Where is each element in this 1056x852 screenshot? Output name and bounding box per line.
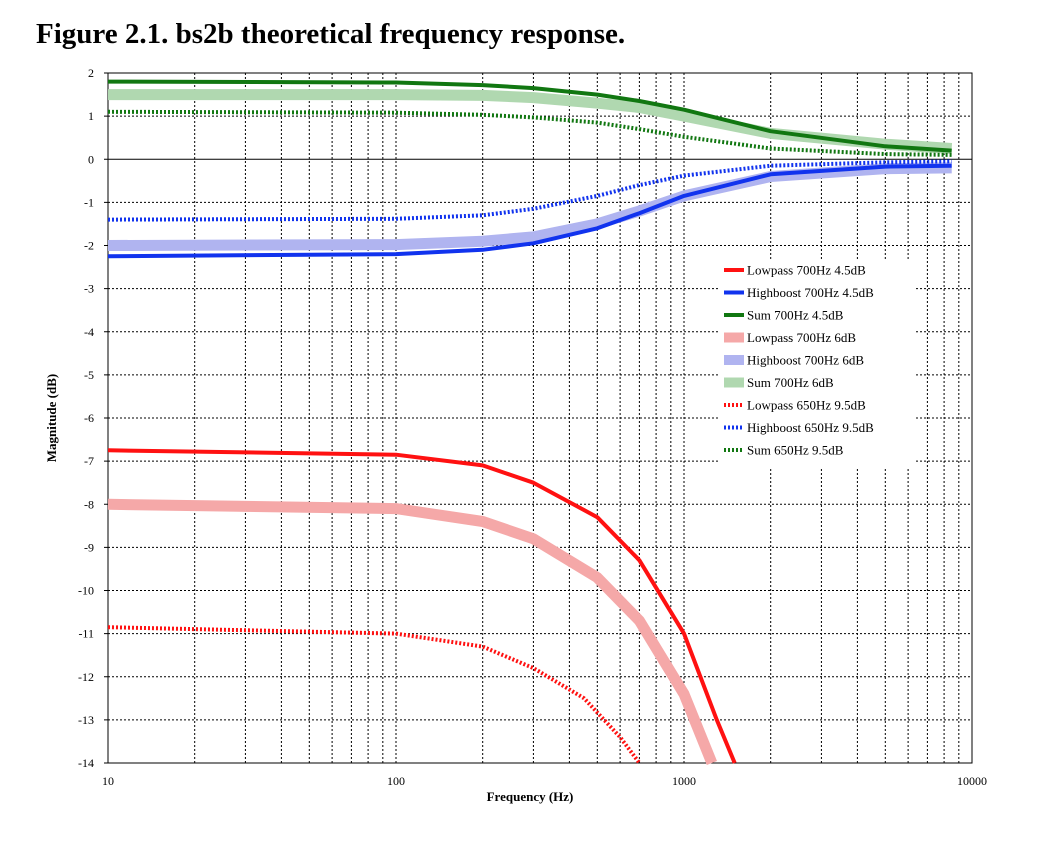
legend-box: [718, 260, 914, 468]
y-tick-label: -2: [84, 239, 94, 253]
y-tick-label: -8: [84, 497, 94, 511]
legend-label: Sum 700Hz 6dB: [747, 375, 834, 390]
y-tick-label: -9: [84, 540, 94, 554]
y-tick-label: 2: [88, 66, 94, 80]
legend-label: Highboost 650Hz 9.5dB: [747, 420, 874, 435]
legend-label: Lowpass 650Hz 9.5dB: [747, 398, 866, 413]
x-tick-label: 10000: [957, 774, 987, 788]
y-tick-label: 0: [88, 152, 94, 166]
legend: Lowpass 700Hz 4.5dB Highboost 700Hz 4.5dB…: [718, 260, 914, 468]
legend-label: Highboost 700Hz 6dB: [747, 353, 864, 368]
series-line-highboost-700hz-4-5db: [107, 163, 952, 259]
y-tick-label: -3: [84, 282, 94, 296]
legend-label: Sum 650Hz 9.5dB: [747, 443, 844, 458]
y-tick-label: -1: [84, 195, 94, 209]
x-tick-label: 100: [387, 774, 405, 788]
y-tick-label: -6: [84, 411, 94, 425]
x-tick-label: 10: [102, 774, 114, 788]
series-line-lowpass-700hz-6db: [107, 498, 717, 766]
y-tick-label: -13: [78, 713, 94, 727]
legend-label: Lowpass 700Hz 6dB: [747, 330, 856, 345]
x-axis-ticks: 10 100 1000 10000: [102, 774, 987, 788]
legend-label: Sum 700Hz 4.5dB: [747, 308, 844, 323]
series-line-lowpass-650hz-9-5db: [107, 625, 642, 765]
series-line-highboost-650hz-9-5db: [107, 159, 952, 222]
series-line-highboost-700hz-6db: [107, 162, 952, 251]
series-layer: [107, 79, 953, 766]
legend-label: Highboost 700Hz 4.5dB: [747, 285, 874, 300]
series-line-sum-700hz-4-5db: [107, 79, 952, 153]
y-tick-label: -5: [84, 368, 94, 382]
y-tick-label: -10: [78, 584, 94, 598]
x-tick-label: 1000: [672, 774, 696, 788]
series-line-lowpass-700hz-4-5db: [107, 448, 737, 764]
y-tick-label: -14: [78, 756, 94, 770]
y-axis-ticks: 2 1 0 -1 -2 -3 -4 -5 -6 -7 -8 -9 -10 -11 -12 -13 -14: [78, 66, 108, 770]
y-tick-label: -4: [84, 325, 94, 339]
y-tick-label: -7: [84, 454, 94, 468]
legend-label: Lowpass 700Hz 4.5dB: [747, 263, 866, 278]
y-tick-label: -11: [78, 627, 94, 641]
figure-title: Figure 2.1. bs2b theoretical frequency r…: [36, 18, 626, 50]
y-tick-label: -12: [78, 670, 94, 684]
x-axis-label: Frequency (Hz): [487, 789, 574, 804]
y-tick-label: 1: [88, 109, 94, 123]
y-axis-label: Magnitude (dB): [44, 374, 59, 462]
